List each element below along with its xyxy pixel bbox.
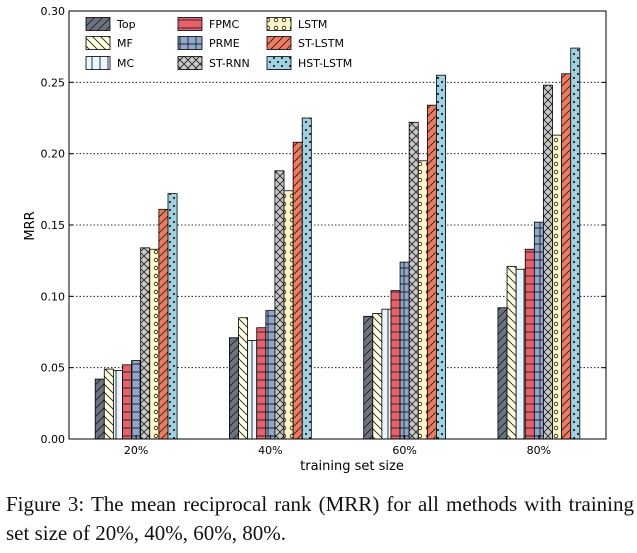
x-tick-label: 80% (527, 444, 551, 457)
legend-label: ST-RNN (209, 57, 250, 70)
bar-st-rnn-80pct (543, 84, 553, 440)
legend-label: PRME (209, 37, 240, 50)
series-st-rnn (140, 84, 553, 440)
bar-st-rnn-20pct (140, 247, 151, 440)
legend-swatch (177, 56, 203, 70)
legend-label: FPMC (209, 18, 239, 31)
y-tick-label: 0.20 (41, 148, 66, 161)
legend-swatch (85, 36, 111, 50)
x-tick-label: 20% (124, 444, 148, 457)
y-tick-label: 0.30 (41, 5, 66, 18)
y-tick-label: 0.25 (41, 76, 66, 89)
bar-mc-80pct (515, 268, 526, 440)
legend-item-fpmc: FPMC (177, 17, 239, 31)
bar-series-group (94, 47, 581, 440)
legend-item-lstm: LSTM (266, 17, 327, 31)
bar-lstm-40pct (283, 190, 294, 440)
legend: Top MF MC FPMC PRME ST-RNN LSTM ST-LSTM HST-LSTM (85, 17, 352, 70)
legend-item-st-lstm: ST-LSTM (266, 36, 344, 50)
bar-st-lstm-20pct (158, 208, 169, 440)
bar-st-rnn-60pct (408, 121, 419, 440)
bar-top-60pct (363, 315, 374, 440)
x-tick-label: 60% (392, 444, 416, 457)
legend-item-hst-lstm: HST-LSTM (266, 56, 352, 70)
bar-mc-60pct (381, 308, 392, 440)
legend-swatch (177, 17, 203, 31)
bar-hst-lstm-20pct (167, 193, 178, 440)
legend-label: Top (116, 18, 136, 31)
legend-swatch (266, 56, 292, 70)
y-tick-label: 0.00 (41, 433, 66, 446)
bar-mc-40pct (247, 340, 258, 440)
bar-st-lstm-60pct (426, 104, 437, 440)
bar-mf-60pct (372, 313, 383, 440)
x-axis-label: training set size (300, 459, 404, 474)
legend-swatch (85, 17, 111, 31)
bar-top-40pct (229, 337, 239, 440)
bar-prme-80pct (533, 221, 544, 440)
mrr-bar-chart: 0.00 0.05 0.10 0.15 0.20 0.25 0.30 20% 40% 60% 80%… (23, 5, 607, 474)
bar-hst-lstm-80pct (570, 47, 581, 440)
bar-lstm-20pct (149, 248, 160, 440)
x-tick-label: 40% (258, 444, 282, 457)
legend-item-top: Top (85, 17, 136, 31)
legend-item-prme: PRME (177, 36, 240, 50)
bar-top-80pct (497, 307, 508, 440)
legend-label: LSTM (298, 18, 327, 31)
bar-top-20pct (94, 378, 105, 440)
bar-lstm-80pct (552, 134, 563, 440)
bar-st-lstm-80pct (561, 73, 572, 440)
series-fpmc (122, 248, 535, 440)
bar-fpmc-60pct (390, 290, 401, 440)
legend-swatch (85, 56, 111, 70)
series-prme (131, 221, 544, 440)
bar-lstm-60pct (417, 160, 428, 440)
bar-fpmc-20pct (122, 364, 132, 440)
bar-mf-40pct (238, 317, 249, 440)
axes: 0.00 0.05 0.10 0.15 0.20 0.25 0.30 20% 40% 60% 80% (41, 5, 606, 457)
legend-label: MC (117, 57, 134, 70)
bar-st-lstm-40pct (292, 141, 303, 440)
legend-item-st-rnn: ST-RNN (177, 56, 250, 70)
bar-fpmc-80pct (524, 248, 535, 440)
bar-st-rnn-40pct (274, 170, 285, 440)
bar-prme-20pct (131, 360, 142, 440)
legend-label: HST-LSTM (298, 57, 352, 70)
legend-label: MF (117, 37, 133, 50)
bar-mf-20pct (103, 368, 114, 440)
legend-swatch (177, 36, 203, 50)
y-tick-label: 0.05 (41, 362, 66, 375)
legend-label: ST-LSTM (298, 37, 344, 50)
bar-fpmc-40pct (256, 327, 267, 440)
bar-mf-80pct (506, 265, 517, 440)
bar-hst-lstm-40pct (301, 117, 312, 440)
y-tick-label: 0.15 (41, 219, 66, 232)
bar-mc-20pct (112, 370, 123, 440)
legend-item-mf: MF (85, 36, 133, 50)
figure-caption: Figure 3: The mean reciprocal rank (MRR)… (6, 492, 634, 545)
legend-item-mc: MC (85, 56, 134, 70)
bar-prme-60pct (399, 261, 410, 440)
legend-swatch (266, 36, 292, 50)
legend-swatch (266, 17, 292, 31)
y-tick-label: 0.10 (41, 290, 66, 303)
bar-prme-40pct (265, 310, 276, 440)
bar-hst-lstm-60pct (436, 74, 446, 440)
y-axis-label: MRR (23, 211, 38, 240)
